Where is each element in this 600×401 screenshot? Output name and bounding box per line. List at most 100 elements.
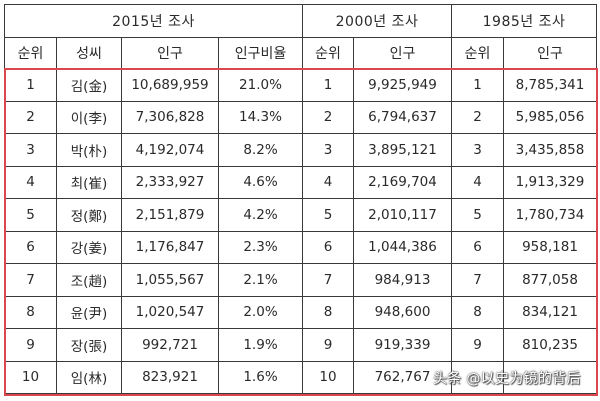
cell-rank-2000: 1 (302, 68, 354, 102)
cell-rank-2000: 4 (302, 165, 354, 199)
cell-ratio-2015: 8.2% (218, 133, 303, 167)
table-row: 10 임(林) 823,921 1.6% 10 762,767 (4, 360, 597, 394)
cell-rank-2015: 4 (4, 165, 57, 199)
table-row: 1 김(金) 10,689,959 21.0% 1 9,925,949 1 8,… (4, 68, 597, 102)
cell-population-2000: 762,767 (353, 360, 452, 394)
cell-rank-2015: 8 (4, 295, 57, 329)
cell-ratio-2015: 2.3% (218, 230, 303, 264)
cell-population-2015: 992,721 (121, 328, 219, 362)
cell-rank-1985 (451, 360, 504, 394)
surname-population-table: 2015년 조사 2000년 조사 1985년 조사 순위 성씨 인구 인구비율… (4, 4, 597, 394)
cell-rank-1985: 2 (451, 100, 504, 134)
cell-ratio-2015: 1.9% (218, 328, 303, 362)
col-header-rank-1985: 순위 (451, 37, 504, 69)
cell-surname: 윤(尹) (56, 295, 122, 329)
cell-surname: 장(張) (56, 328, 122, 362)
col-header-population-2000: 인구 (353, 37, 452, 69)
group-header-2000: 2000년 조사 (302, 4, 452, 38)
col-header-rank-2000: 순위 (302, 37, 354, 69)
cell-population-2015: 1,020,547 (121, 295, 219, 329)
cell-ratio-2015: 4.2% (218, 198, 303, 232)
col-header-population-2015: 인구 (121, 37, 219, 69)
cell-ratio-2015: 14.3% (218, 100, 303, 134)
cell-rank-2000: 2 (302, 100, 354, 134)
cell-ratio-2015: 2.1% (218, 263, 303, 297)
cell-rank-2015: 1 (4, 68, 57, 102)
cell-rank-1985: 5 (451, 198, 504, 232)
cell-population-2000: 2,169,704 (353, 165, 452, 199)
cell-population-1985: 834,121 (503, 295, 597, 329)
table-row: 4 최(崔) 2,333,927 4.6% 4 2,169,704 4 1,91… (4, 165, 597, 199)
cell-population-2000: 1,044,386 (353, 230, 452, 264)
cell-rank-2000: 10 (302, 360, 354, 394)
group-header-2015: 2015년 조사 (4, 4, 303, 38)
cell-rank-1985: 7 (451, 263, 504, 297)
cell-rank-2000: 3 (302, 133, 354, 167)
cell-population-2015: 7,306,828 (121, 100, 219, 134)
cell-surname: 정(鄭) (56, 198, 122, 232)
surname-population-table-wrapper: 2015년 조사 2000년 조사 1985년 조사 순위 성씨 인구 인구비율… (4, 4, 597, 394)
cell-population-2015: 2,151,879 (121, 198, 219, 232)
col-header-population-1985: 인구 (503, 37, 597, 69)
cell-population-1985 (503, 360, 597, 394)
cell-rank-2015: 10 (4, 360, 57, 394)
cell-population-2000: 919,339 (353, 328, 452, 362)
cell-population-1985: 1,780,734 (503, 198, 597, 232)
cell-surname: 최(崔) (56, 165, 122, 199)
cell-population-2000: 948,600 (353, 295, 452, 329)
cell-population-1985: 3,435,858 (503, 133, 597, 167)
cell-surname: 박(朴) (56, 133, 122, 167)
cell-surname: 이(李) (56, 100, 122, 134)
cell-rank-1985: 6 (451, 230, 504, 264)
table-row: 7 조(趙) 1,055,567 2.1% 7 984,913 7 877,05… (4, 263, 597, 297)
cell-surname: 조(趙) (56, 263, 122, 297)
cell-population-1985: 5,985,056 (503, 100, 597, 134)
cell-rank-2000: 6 (302, 230, 354, 264)
col-header-ratio-2015: 인구비율 (218, 37, 303, 69)
cell-rank-2015: 3 (4, 133, 57, 167)
group-header-1985: 1985년 조사 (451, 4, 597, 38)
table-row: 3 박(朴) 4,192,074 8.2% 3 3,895,121 3 3,43… (4, 133, 597, 167)
cell-ratio-2015: 4.6% (218, 165, 303, 199)
cell-rank-2015: 7 (4, 263, 57, 297)
cell-population-1985: 877,058 (503, 263, 597, 297)
cell-ratio-2015: 21.0% (218, 68, 303, 102)
cell-population-1985: 810,235 (503, 328, 597, 362)
cell-ratio-2015: 1.6% (218, 360, 303, 394)
col-header-surname: 성씨 (56, 37, 122, 69)
cell-population-2015: 823,921 (121, 360, 219, 394)
cell-rank-1985: 1 (451, 68, 504, 102)
cell-population-2000: 6,794,637 (353, 100, 452, 134)
cell-population-2015: 1,055,567 (121, 263, 219, 297)
cell-population-2000: 9,925,949 (353, 68, 452, 102)
cell-rank-2015: 5 (4, 198, 57, 232)
cell-rank-2015: 9 (4, 328, 57, 362)
cell-surname: 임(林) (56, 360, 122, 394)
cell-population-1985: 1,913,329 (503, 165, 597, 199)
cell-rank-1985: 8 (451, 295, 504, 329)
cell-population-2015: 2,333,927 (121, 165, 219, 199)
cell-rank-2000: 5 (302, 198, 354, 232)
cell-population-2000: 984,913 (353, 263, 452, 297)
cell-population-1985: 958,181 (503, 230, 597, 264)
cell-surname: 강(姜) (56, 230, 122, 264)
cell-rank-2000: 7 (302, 263, 354, 297)
table-row: 9 장(張) 992,721 1.9% 9 919,339 9 810,235 (4, 328, 597, 362)
cell-population-1985: 8,785,341 (503, 68, 597, 102)
cell-surname: 김(金) (56, 68, 122, 102)
cell-population-2015: 4,192,074 (121, 133, 219, 167)
cell-population-2000: 2,010,117 (353, 198, 452, 232)
cell-rank-2015: 6 (4, 230, 57, 264)
cell-rank-2015: 2 (4, 100, 57, 134)
cell-rank-2000: 9 (302, 328, 354, 362)
table-row: 5 정(鄭) 2,151,879 4.2% 5 2,010,117 5 1,78… (4, 198, 597, 232)
table-row: 6 강(姜) 1,176,847 2.3% 6 1,044,386 6 958,… (4, 230, 597, 264)
table-row: 8 윤(尹) 1,020,547 2.0% 8 948,600 8 834,12… (4, 295, 597, 329)
table-row: 2 이(李) 7,306,828 14.3% 2 6,794,637 2 5,9… (4, 100, 597, 134)
cell-ratio-2015: 2.0% (218, 295, 303, 329)
cell-rank-1985: 3 (451, 133, 504, 167)
cell-population-2015: 10,689,959 (121, 68, 219, 102)
column-header-row: 순위 성씨 인구 인구비율 순위 인구 순위 인구 (4, 37, 597, 69)
col-header-rank-2015: 순위 (4, 37, 57, 69)
group-header-row: 2015년 조사 2000년 조사 1985년 조사 (4, 4, 597, 38)
